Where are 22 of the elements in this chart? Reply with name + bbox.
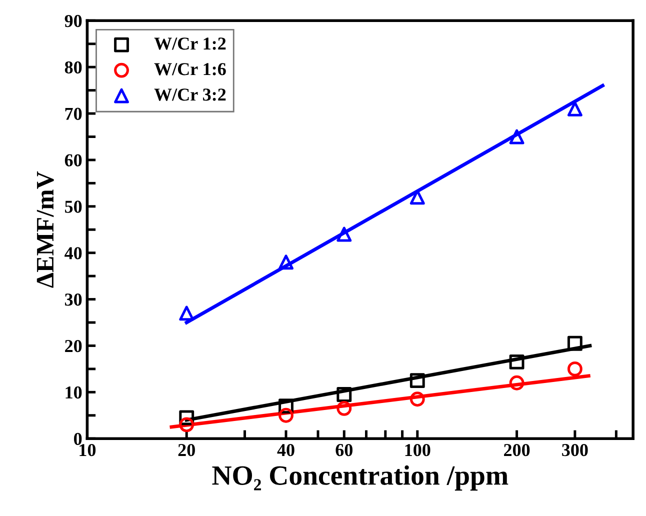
legend-label: W/Cr 1:2 bbox=[154, 38, 226, 50]
x-tick-label: 100 bbox=[405, 444, 430, 456]
y-tick-label: 50 bbox=[65, 200, 82, 213]
y-tick-label: 60 bbox=[64, 154, 82, 166]
y-tick-label: 30 bbox=[64, 294, 82, 306]
legend-label: W/Cr 1:6 bbox=[154, 63, 226, 76]
x-tick-label: 200 bbox=[504, 444, 530, 456]
y-tick-label: 40 bbox=[64, 247, 82, 260]
y-tick-label: 90 bbox=[64, 14, 82, 28]
y-tick-label: 70 bbox=[65, 108, 82, 120]
legend-label: W/Cr 3:2 bbox=[154, 88, 226, 101]
x-tick-label: 300 bbox=[562, 444, 588, 456]
x-tick-label: 10 bbox=[80, 444, 96, 456]
x-tick-label: 40 bbox=[277, 444, 294, 456]
x-tick-label: 60 bbox=[336, 444, 352, 456]
y-tick-label: 0 bbox=[74, 432, 82, 446]
y-tick-label: 80 bbox=[64, 61, 82, 74]
x-tick-label: 20 bbox=[178, 444, 195, 456]
y-tick-label: 10 bbox=[66, 386, 82, 399]
x-axis-title: NO₂ Concentration /ppm bbox=[212, 465, 508, 491]
y-axis-title: ΔEMF/mV bbox=[36, 171, 54, 288]
y-tick-label: 20 bbox=[65, 340, 82, 352]
